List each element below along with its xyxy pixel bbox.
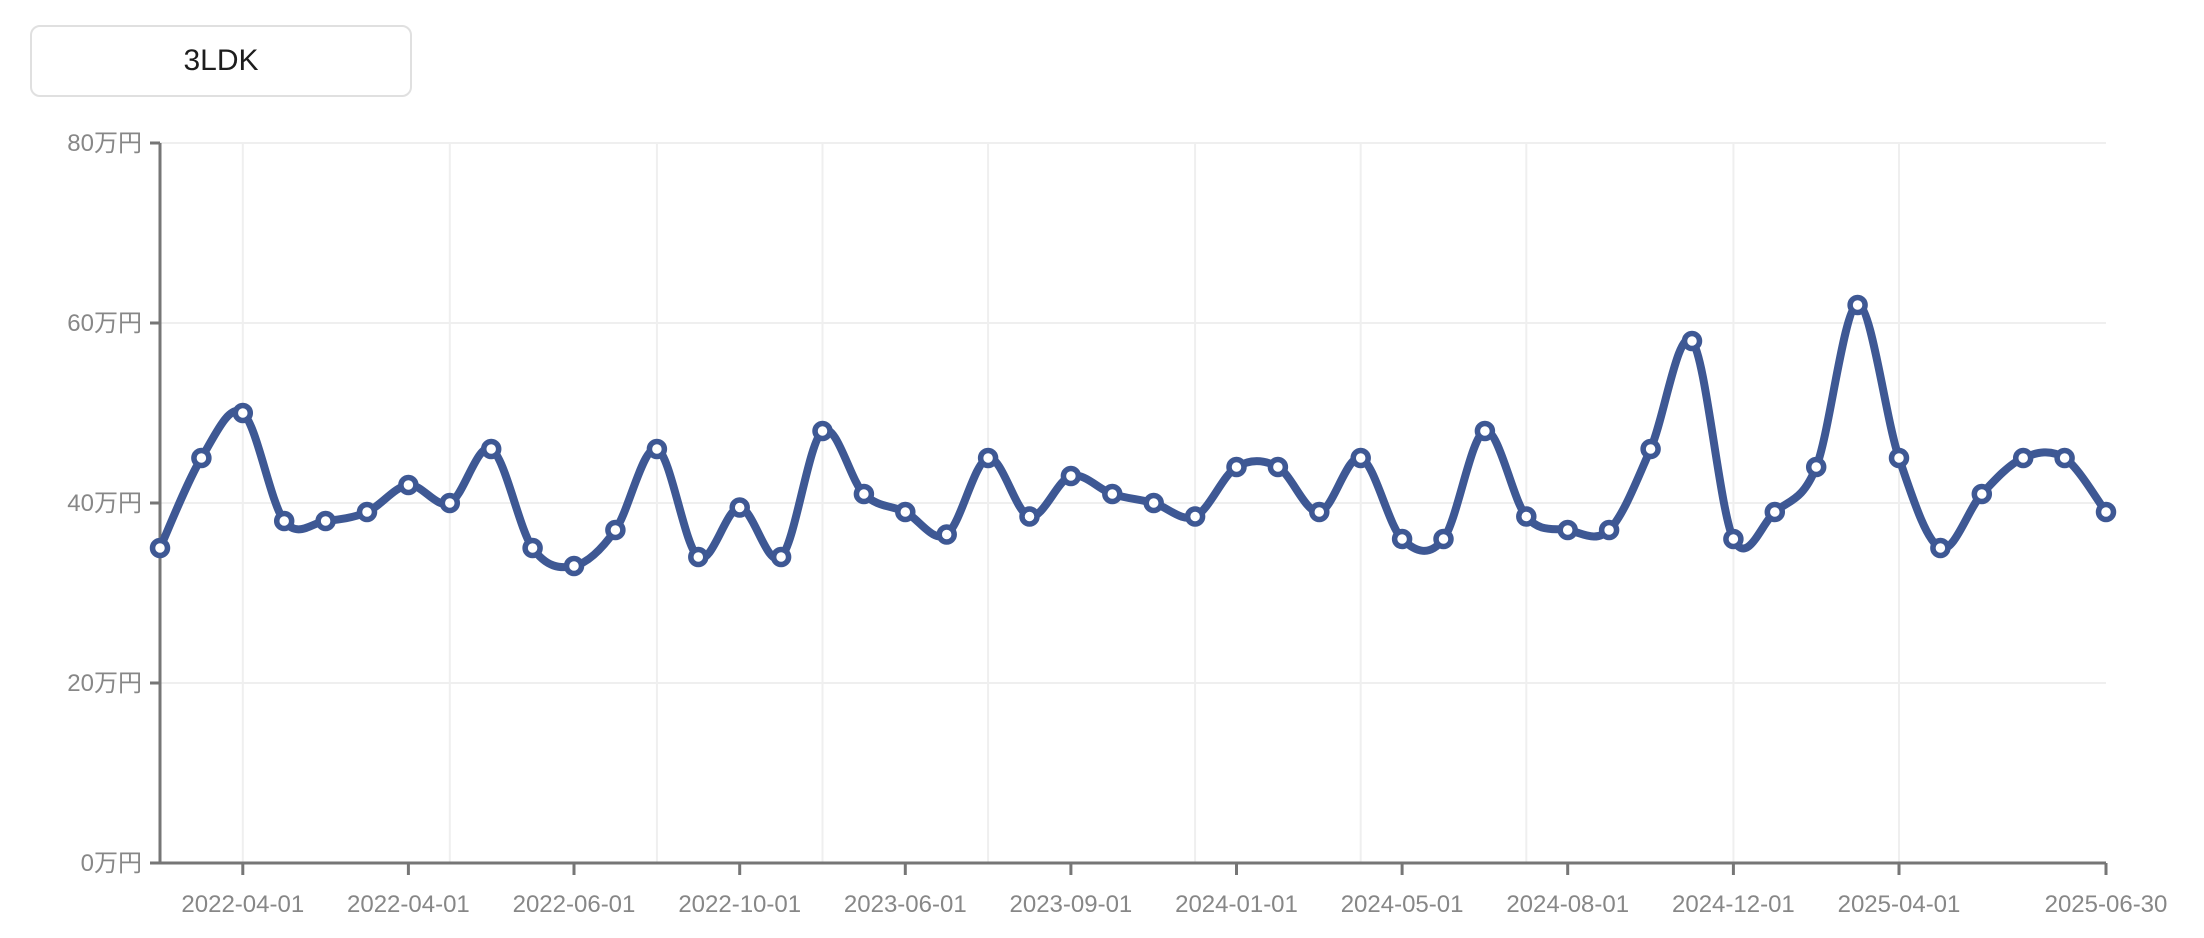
data-point-marker[interactable] xyxy=(1640,438,1661,460)
data-point-marker[interactable] xyxy=(812,420,833,442)
data-point-marker[interactable] xyxy=(191,447,212,469)
x-axis-label: 2022-04-01 xyxy=(181,891,304,918)
data-point-marker[interactable] xyxy=(1391,528,1413,550)
x-axis-label: 2024-05-01 xyxy=(1341,891,1464,918)
data-point-marker[interactable] xyxy=(1805,456,1827,478)
x-axis-label: 2022-06-01 xyxy=(513,891,636,918)
data-point-marker[interactable] xyxy=(1019,506,1040,527)
data-point-marker[interactable] xyxy=(1350,447,1371,469)
data-point-marker[interactable] xyxy=(1226,456,1247,478)
data-point-marker[interactable] xyxy=(2054,447,2075,469)
trend-line xyxy=(156,301,2110,572)
data-point-marker[interactable] xyxy=(936,524,957,545)
data-point-marker[interactable] xyxy=(729,497,750,518)
data-point-marker[interactable] xyxy=(1267,456,1289,478)
data-point-marker[interactable] xyxy=(522,537,543,559)
data-point-marker[interactable] xyxy=(977,447,999,469)
data-point-marker[interactable] xyxy=(1184,506,1206,527)
data-point-marker[interactable] xyxy=(1143,492,1164,514)
x-axis-label: 2024-12-01 xyxy=(1672,891,1795,918)
y-axis-label: 80万円 xyxy=(67,130,142,157)
data-point-marker[interactable] xyxy=(770,546,792,568)
y-axis-label: 20万円 xyxy=(67,670,142,697)
data-point-marker[interactable] xyxy=(563,555,585,577)
data-point-marker[interactable] xyxy=(356,501,378,523)
data-point-marker[interactable] xyxy=(1598,519,1620,541)
data-point-marker[interactable] xyxy=(480,438,502,460)
data-point-marker[interactable] xyxy=(439,492,461,514)
data-point-marker[interactable] xyxy=(1764,501,1786,523)
data-point-marker[interactable] xyxy=(1971,483,1993,505)
y-axis-label: 40万円 xyxy=(67,490,142,517)
data-point-marker[interactable] xyxy=(646,438,668,460)
data-point-marker[interactable] xyxy=(1060,465,1082,487)
data-point-marker[interactable] xyxy=(853,483,875,505)
data-point-marker[interactable] xyxy=(1309,501,1330,523)
x-axis-label: 2023-06-01 xyxy=(844,891,967,918)
x-axis-label: 2023-09-01 xyxy=(1010,891,1133,918)
data-point-marker[interactable] xyxy=(605,519,626,541)
y-axis-label: 60万円 xyxy=(67,310,142,337)
data-point-marker[interactable] xyxy=(315,510,336,532)
data-point-marker[interactable] xyxy=(1847,294,1868,316)
data-point-marker[interactable] xyxy=(232,402,254,424)
data-point-marker[interactable] xyxy=(1723,528,1744,550)
data-point-marker[interactable] xyxy=(1888,447,1910,469)
data-point-marker[interactable] xyxy=(1102,483,1123,505)
data-point-marker[interactable] xyxy=(1433,528,1454,550)
data-point-marker[interactable] xyxy=(1930,537,1951,559)
data-point-marker[interactable] xyxy=(2012,447,2034,469)
data-point-marker[interactable] xyxy=(273,510,295,532)
x-axis-label: 2024-01-01 xyxy=(1175,891,1298,918)
x-axis-label: 2022-10-01 xyxy=(678,891,801,918)
data-point-marker[interactable] xyxy=(1557,519,1578,541)
data-point-marker[interactable] xyxy=(149,537,171,559)
data-point-marker[interactable] xyxy=(1681,330,1703,352)
x-axis-label: 2025-04-01 xyxy=(1838,891,1961,918)
data-point-marker[interactable] xyxy=(688,546,709,568)
data-point-marker[interactable] xyxy=(1516,506,1537,527)
room-type-filter-button[interactable]: 3LDK xyxy=(30,25,412,97)
x-axis-label: 2022-04-01 xyxy=(347,891,470,918)
data-point-marker[interactable] xyxy=(1474,420,1496,442)
y-axis-label: 0万円 xyxy=(81,850,142,877)
data-point-marker[interactable] xyxy=(2095,501,2117,523)
x-axis-label: 2024-08-01 xyxy=(1506,891,1629,918)
data-point-marker[interactable] xyxy=(398,474,419,496)
data-point-marker[interactable] xyxy=(895,501,916,523)
x-axis-label: 2025-06-30 xyxy=(2045,891,2168,918)
